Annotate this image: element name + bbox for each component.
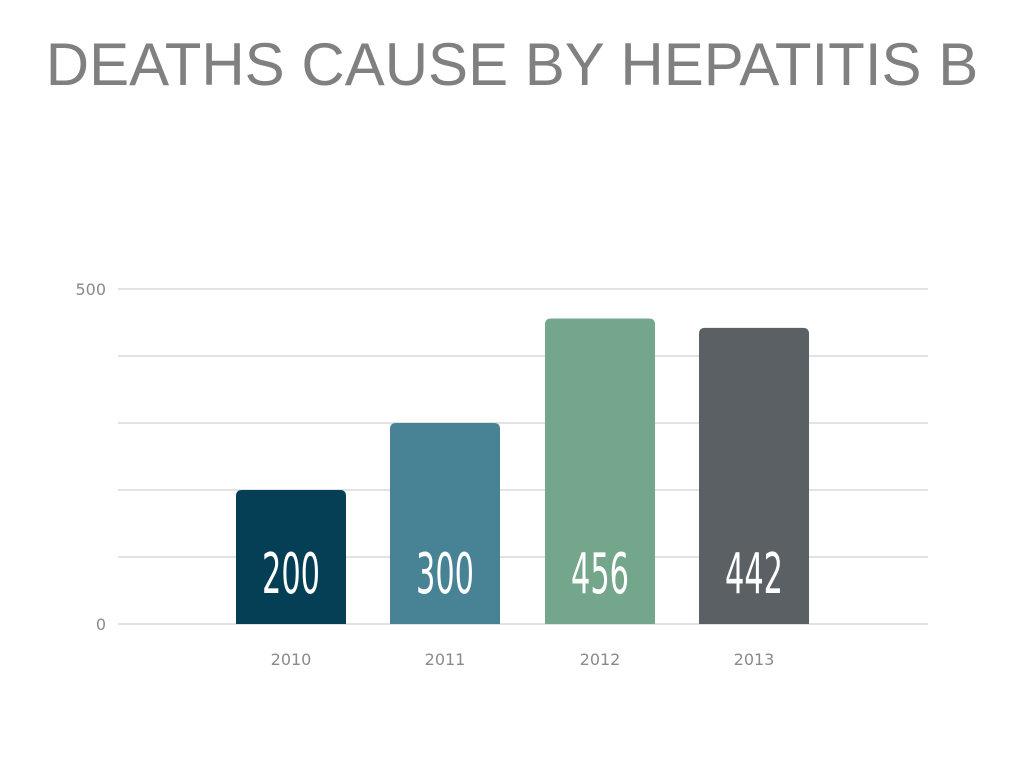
data-label: 200	[262, 542, 320, 607]
x-tick-label: 2011	[425, 650, 466, 669]
data-label: 456	[571, 542, 629, 607]
bar-2011	[390, 423, 500, 624]
y-tick-label: 0	[96, 615, 106, 634]
x-tick-label: 2012	[580, 650, 621, 669]
x-tick-label: 2010	[271, 650, 312, 669]
data-label: 300	[416, 542, 474, 607]
y-tick-label: 500	[75, 280, 106, 299]
slide-title: DEATHS CAUSE BY HEPATITIS B	[45, 31, 979, 98]
y-axis-ticks: 0 500	[75, 280, 106, 634]
bar-2010	[236, 490, 346, 624]
bars: 200 300 456 442	[236, 318, 809, 624]
x-tick-label: 2013	[734, 650, 775, 669]
bar-2013	[699, 327, 809, 624]
data-label: 442	[725, 542, 783, 607]
bar-2012	[545, 318, 655, 624]
x-axis-ticks: 2010 2011 2012 2013	[271, 650, 775, 669]
